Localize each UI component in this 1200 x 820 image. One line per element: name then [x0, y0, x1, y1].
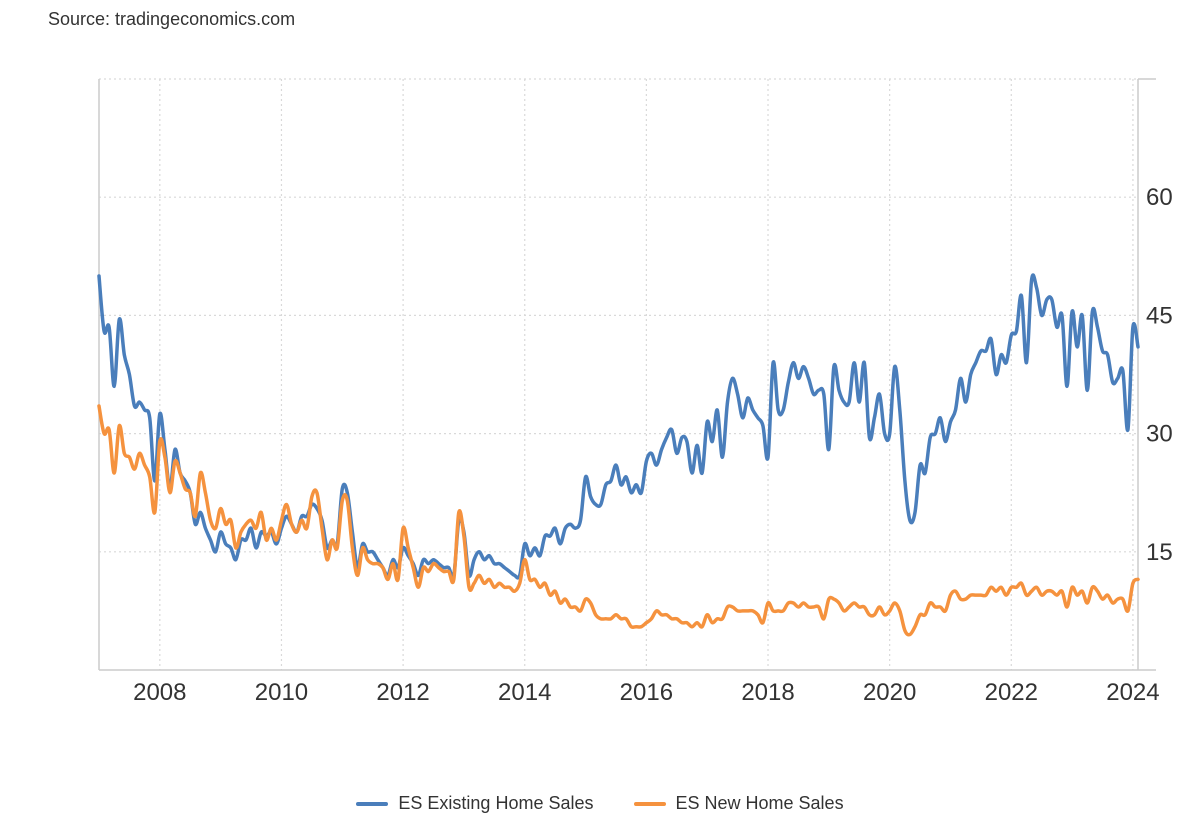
- x-tick-label: 2012: [376, 679, 429, 706]
- line-chart: 15 30 45 60 2008 2010 2012 2014 2016 2018 2020 2022…: [97, 78, 1173, 706]
- series-line-existing-home-sales: [97, 273, 1140, 580]
- x-tick-label: 2016: [620, 679, 673, 706]
- x-tick-label: 2020: [863, 679, 916, 706]
- y-tick-label: 60: [1146, 184, 1173, 211]
- y-tick-label: 15: [1146, 539, 1173, 566]
- legend-label-existing: ES Existing Home Sales: [398, 793, 594, 813]
- x-tick-label: 2024: [1106, 679, 1159, 706]
- source-label: Source: tradingeconomics.com: [48, 9, 296, 29]
- x-tick-label: 2014: [498, 679, 551, 706]
- legend-swatch-new: [633, 801, 666, 806]
- legend-item-existing[interactable]: ES Existing Home Sales: [356, 793, 594, 814]
- legend: ES Existing Home Sales ES New Home Sales: [0, 793, 1200, 814]
- legend-label-new: ES New Home Sales: [675, 793, 844, 813]
- y-tick-label: 45: [1146, 302, 1173, 329]
- x-tick-label: 2010: [255, 679, 308, 706]
- y-tick-label: 30: [1146, 421, 1173, 448]
- series-line-new-home-sales: [97, 404, 1140, 637]
- x-tick-label: 2022: [985, 679, 1038, 706]
- legend-item-new[interactable]: ES New Home Sales: [633, 793, 844, 814]
- legend-swatch-existing: [356, 801, 389, 806]
- x-tick-label: 2008: [133, 679, 186, 706]
- x-tick-label: 2018: [741, 679, 794, 706]
